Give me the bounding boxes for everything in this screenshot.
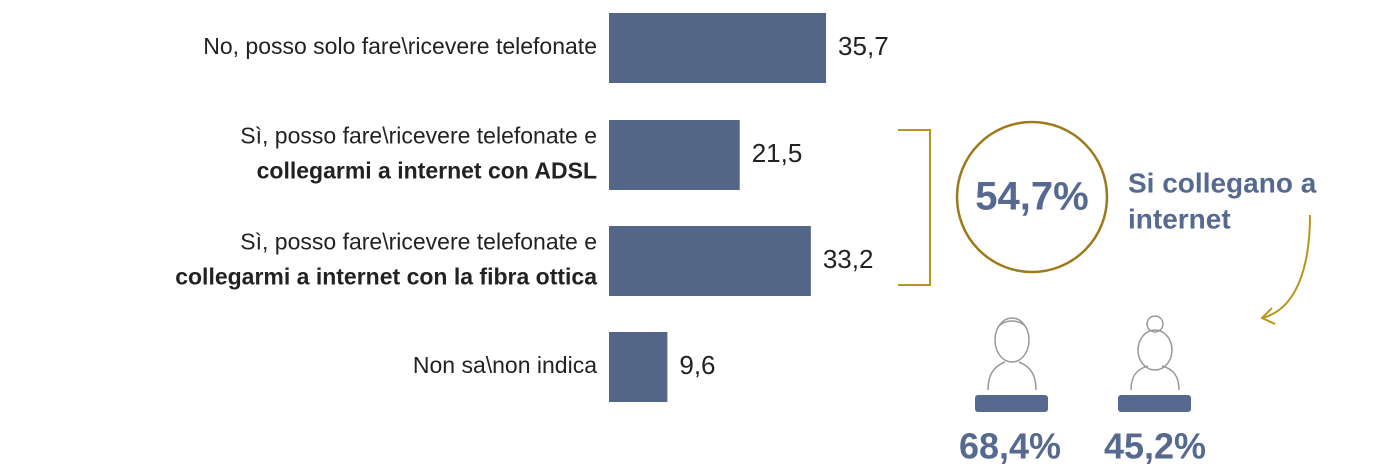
- arrow: [1261, 214, 1311, 319]
- category-label: No, posso solo fare\ricevere telefonate: [203, 33, 597, 59]
- category-label: Sì, posso fare\ricevere telefonate e: [240, 229, 597, 255]
- bar: [609, 332, 668, 402]
- male-label: 68,4%: [959, 426, 1061, 467]
- category-label: collegarmi a internet con la fibra ottic…: [175, 264, 597, 290]
- value-label: 33,2: [823, 244, 874, 274]
- bar: [609, 120, 740, 190]
- total-label: 54,7%: [975, 175, 1088, 219]
- caption: Si collegano a: [1128, 167, 1317, 198]
- bar: [609, 13, 827, 83]
- bracket: [898, 129, 931, 286]
- value-label: 21,5: [752, 138, 803, 168]
- arrow-head: [1260, 307, 1276, 325]
- caption: internet: [1128, 203, 1231, 234]
- male-icon: [987, 317, 1037, 391]
- total-circle: [955, 120, 1109, 274]
- female-base: [1118, 395, 1191, 412]
- category-label: collegarmi a internet con ADSL: [257, 158, 597, 184]
- category-label: Non sa\non indica: [413, 352, 597, 378]
- category-label: Sì, posso fare\ricevere telefonate e: [240, 123, 597, 149]
- male-base: [975, 395, 1048, 412]
- value-label: 35,7: [838, 31, 889, 61]
- female-icon: [1130, 315, 1180, 391]
- female-label: 45,2%: [1104, 426, 1206, 467]
- value-label: 9,6: [679, 350, 715, 380]
- bar: [609, 226, 811, 296]
